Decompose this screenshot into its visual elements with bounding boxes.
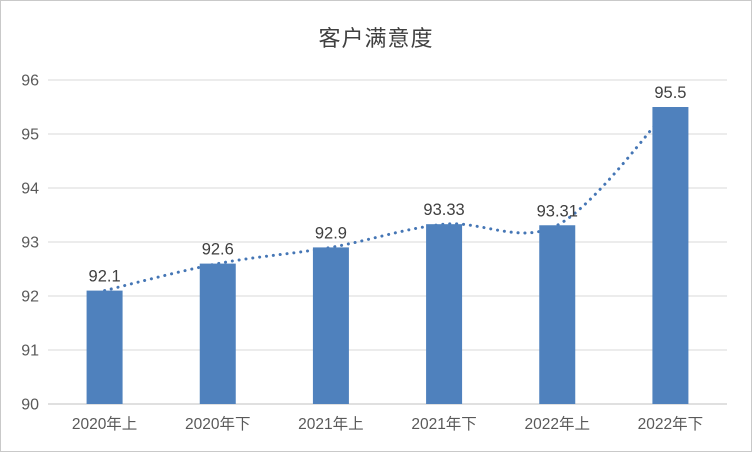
y-tick-label: 95	[21, 127, 39, 144]
bar-2020年上	[86, 290, 123, 404]
x-tick-label: 2022年下	[638, 415, 703, 433]
bar-2021年下	[426, 224, 463, 404]
y-tick-label: 90	[21, 397, 39, 414]
bar-2021年上	[312, 247, 349, 404]
data-label: 93.31	[537, 202, 578, 220]
trendline-dotted	[103, 105, 672, 293]
y-tick-label: 94	[21, 181, 39, 198]
bar-2022年上	[539, 225, 576, 404]
x-tick-label: 2021年下	[411, 415, 476, 433]
bar-2020年下	[199, 263, 236, 404]
bar-2022年下	[652, 107, 689, 404]
y-tick-label: 96	[21, 73, 39, 90]
data-label: 92.1	[89, 268, 121, 286]
x-tick-label: 2020年下	[185, 415, 250, 433]
chart-title: 客户满意度	[318, 27, 434, 52]
y-tick-label: 93	[21, 235, 39, 252]
data-label: 92.9	[315, 224, 347, 242]
data-label: 95.5	[654, 84, 686, 102]
x-tick-label: 2020年上	[72, 415, 137, 433]
data-label: 92.6	[202, 241, 234, 259]
x-tick-label: 2021年上	[298, 415, 363, 433]
data-label: 93.33	[423, 201, 464, 219]
y-tick-label: 92	[21, 289, 39, 306]
y-tick-label: 91	[21, 343, 39, 360]
x-tick-label: 2022年上	[525, 415, 590, 433]
